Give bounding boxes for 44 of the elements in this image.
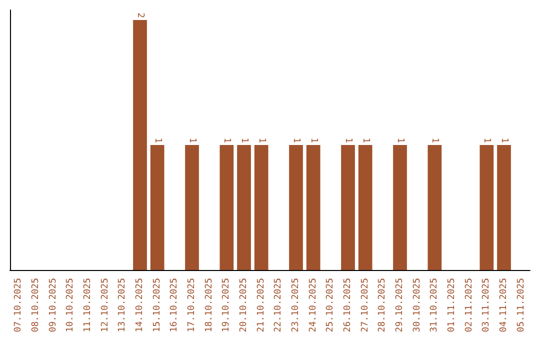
- data-label: 1: [395, 138, 405, 143]
- data-label: 1: [482, 138, 492, 143]
- x-tick-label: 10.10.2025: [66, 278, 76, 332]
- data-label: 1: [152, 138, 162, 143]
- x-tick-label: 14.10.2025: [135, 278, 145, 332]
- data-label: 1: [430, 138, 440, 143]
- x-tick-label: 24.10.2025: [308, 278, 318, 332]
- data-label: 2: [135, 12, 145, 18]
- x-tick-label: 02.11.2025: [464, 278, 474, 332]
- x-tick-label: 17.10.2025: [187, 278, 197, 332]
- x-tick-label: 22.10.2025: [274, 278, 284, 332]
- x-tick-label: 23.10.2025: [291, 278, 301, 332]
- x-tick-label: 13.10.2025: [118, 278, 128, 332]
- data-label: 1: [239, 138, 249, 143]
- data-label: 1: [360, 138, 370, 143]
- x-tick-label: 18.10.2025: [204, 278, 214, 332]
- data-label: 1: [256, 138, 266, 143]
- x-tick-label: 28.10.2025: [378, 278, 388, 332]
- x-tick-label: 19.10.2025: [222, 278, 232, 332]
- x-tick-label: 15.10.2025: [152, 278, 162, 332]
- x-tick-label: 20.10.2025: [239, 278, 249, 332]
- data-label: 1: [222, 138, 232, 143]
- x-tick-label: 27.10.2025: [360, 278, 370, 332]
- data-label: 1: [499, 138, 509, 143]
- data-label: 1: [308, 138, 318, 143]
- x-tick-label: 04.11.2025: [499, 278, 509, 332]
- x-tick-label: 05.11.2025: [516, 278, 526, 332]
- x-tick-label: 07.10.2025: [14, 278, 24, 332]
- x-tick-label: 16.10.2025: [170, 278, 180, 332]
- data-label: 1: [187, 138, 197, 143]
- x-tick-label: 08.10.2025: [31, 278, 41, 332]
- x-tick-label: 25.10.2025: [326, 278, 336, 332]
- x-tick-label: 30.10.2025: [412, 278, 422, 332]
- x-tick-label: 26.10.2025: [343, 278, 353, 332]
- data-label: 1: [291, 138, 301, 143]
- x-tick-label: 11.10.2025: [83, 278, 93, 332]
- x-tick-label: 12.10.2025: [100, 278, 110, 332]
- x-tick-label: 09.10.2025: [48, 278, 58, 332]
- x-tick-label: 01.11.2025: [447, 278, 457, 332]
- x-tick-label: 29.10.2025: [395, 278, 405, 332]
- x-tick-label: 03.11.2025: [482, 278, 492, 332]
- x-tick-label: 21.10.2025: [256, 278, 266, 332]
- x-tick-label: 31.10.2025: [430, 278, 440, 332]
- data-label: 1: [343, 138, 353, 143]
